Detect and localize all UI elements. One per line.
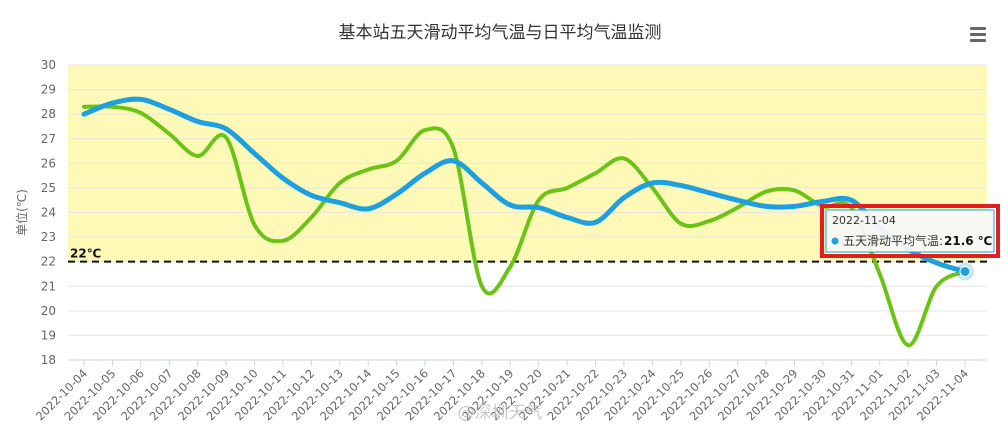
y-tick-label-25: 25 <box>41 181 56 195</box>
y-tick-label-27: 27 <box>41 132 56 146</box>
tooltip-date: 2022-11-04 <box>832 214 896 227</box>
y-tick-label-23: 23 <box>41 230 56 244</box>
y-tick-label-29: 29 <box>41 83 56 97</box>
y-tick-label-20: 20 <box>41 304 56 318</box>
y-tick-label-21: 21 <box>41 279 56 293</box>
plot-lines: 22℃ <box>68 247 987 263</box>
hover-marker <box>959 266 971 277</box>
y-axis-ticks: 18 19 20 21 22 23 24 25 26 27 28 29 30 <box>41 58 56 367</box>
chart-title: 基本站五天滑动平均气温与日平均气温监测 <box>339 23 662 43</box>
tooltip-value: 21.6 ℃ <box>944 234 992 248</box>
y-axis-title: 单位(℃) <box>14 189 29 236</box>
y-tick-label-19: 19 <box>41 328 56 342</box>
watermark-text: @深圳天气 <box>458 403 543 423</box>
grid-lines <box>68 64 987 361</box>
y-tick-label-26: 26 <box>41 156 56 170</box>
y-tick-label-22: 22 <box>41 255 56 269</box>
series-line-0 <box>81 96 968 274</box>
y-tick-label-24: 24 <box>41 206 56 220</box>
tooltip-highlight-box <box>820 204 1000 258</box>
plot-line-label-0: 22℃ <box>70 247 101 261</box>
tooltip: 2022-11-04 五天滑动平均气温: 21.6 ℃ <box>820 204 1000 258</box>
y-tick-label-30: 30 <box>41 58 56 72</box>
tooltip-series-dot <box>831 237 839 245</box>
y-tick-label-28: 28 <box>41 107 56 121</box>
marker-group <box>956 262 974 281</box>
tooltip-background <box>825 209 995 253</box>
hamburger-menu-icon[interactable] <box>968 26 988 42</box>
y-tick-label-18: 18 <box>41 353 56 367</box>
tooltip-series-name: 五天滑动平均气温: <box>843 233 943 248</box>
